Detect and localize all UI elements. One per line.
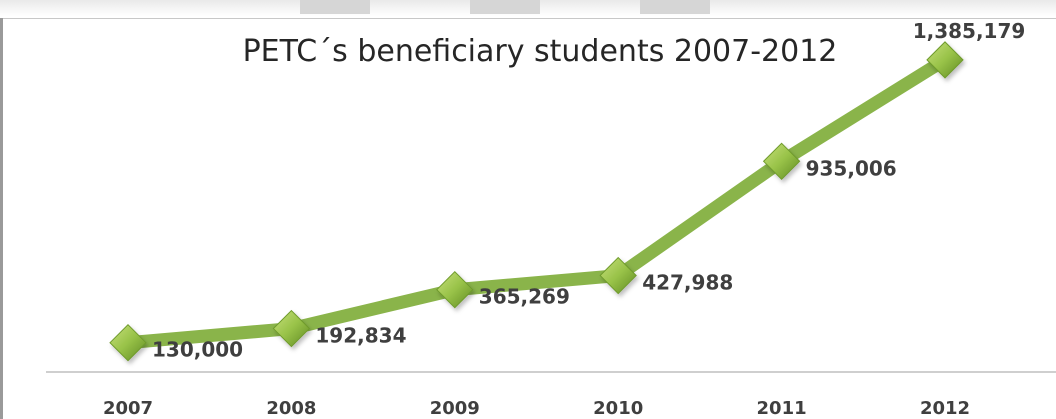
data-label-2007: 130,000 [152,338,243,362]
data-label-2012: 1,385,179 [913,19,1026,43]
chart-frame-top [0,18,1056,19]
x-tick-label-2012: 2012 [920,398,970,419]
data-label-2011: 935,006 [806,156,897,180]
x-tick-label-2009: 2009 [430,398,480,419]
data-label-2009: 365,269 [479,285,570,309]
x-tick-label-2011: 2011 [757,398,807,419]
x-tick-label-2007: 2007 [103,398,153,419]
series-line [121,53,952,350]
data-point-2012 [926,41,964,79]
data-point-2011 [762,142,801,181]
top-decorative-strip [0,0,1056,16]
chart-title: PETC´s beneficiary students 2007-2012 [243,34,838,69]
x-tick-label-2008: 2008 [266,398,316,419]
data-label-2008: 192,834 [315,324,406,348]
data-point-2009 [436,270,474,309]
x-tick-label-2010: 2010 [593,398,643,419]
chart-frame-left [0,18,3,419]
data-label-2010: 427,988 [642,271,733,295]
data-point-2010 [599,256,637,295]
data-point-2007 [109,323,147,362]
data-point-2008 [272,309,311,348]
